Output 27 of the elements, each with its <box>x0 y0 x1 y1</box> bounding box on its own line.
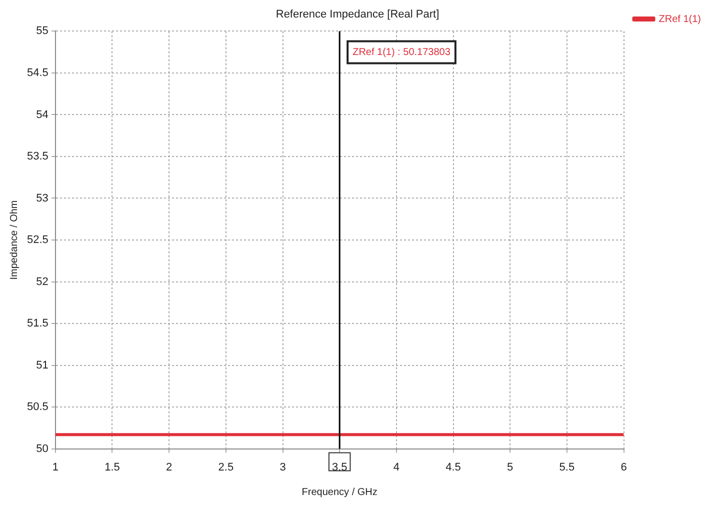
y-tick-label: 50.5 <box>26 401 48 414</box>
x-tick-label: 4 <box>393 461 400 474</box>
x-tick-label: 3.5 <box>332 461 348 474</box>
legend-label: ZRef 1(1) <box>658 14 702 25</box>
y-tick-label: 52 <box>36 276 48 288</box>
x-axis-title: Frequency / GHz <box>302 486 378 498</box>
annotation: ZRef 1(1) : 50.173803 <box>352 46 451 58</box>
y-tick-label: 55 <box>36 25 48 38</box>
x-tick-label: 6 <box>620 461 627 474</box>
x-tick-label: 5.5 <box>559 461 575 474</box>
y-tick-label: 53 <box>36 192 48 204</box>
y-tick-label: 53.5 <box>26 150 48 163</box>
x-tick-label: 4.5 <box>446 461 461 474</box>
chart-title: Reference Impedance [Real Part] <box>276 8 440 21</box>
y-tick-label: 50 <box>36 442 48 455</box>
y-tick-label: 54.5 <box>26 66 48 79</box>
x-tick-label: 1 <box>52 461 58 474</box>
y-tick-label: 54 <box>36 108 48 121</box>
y-tick-label: 51 <box>36 359 48 372</box>
x-tick-label: 1.5 <box>104 461 120 474</box>
y-tick-label: 52.5 <box>26 234 48 246</box>
x-tick-label: 5 <box>507 461 514 474</box>
y-axis-title: Impedance / Ohm <box>8 200 20 280</box>
x-tick-label: 3 <box>280 461 286 474</box>
x-tick-label: 2 <box>166 461 172 474</box>
y-tick-label: 51.5 <box>26 318 48 330</box>
x-tick-label: 2.5 <box>218 461 234 474</box>
